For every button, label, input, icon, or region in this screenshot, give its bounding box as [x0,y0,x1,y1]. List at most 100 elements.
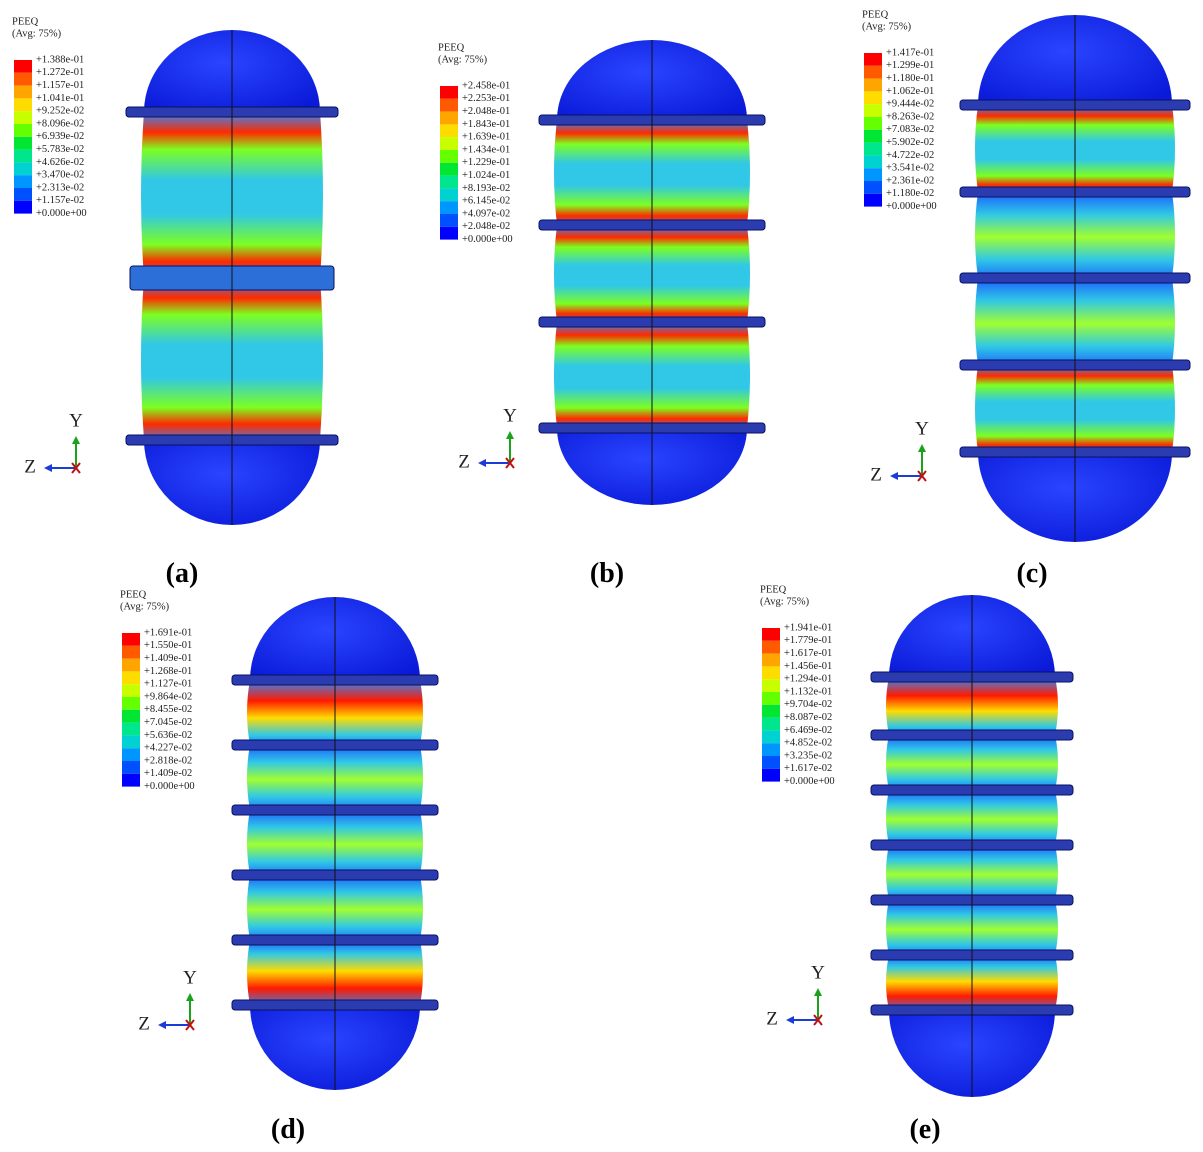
legend-level: +6.939e-02 [36,131,84,142]
legend-title: PEEQ [12,16,39,27]
legend-swatch [762,768,780,782]
arrow-head [786,1016,794,1024]
legend-level: +8.193e-02 [462,183,510,194]
legend-level: +5.902e-02 [886,137,934,148]
legend-title: PEEQ [862,9,889,20]
legend-level: +9.252e-02 [36,106,84,117]
legend-swatch [122,722,140,736]
legend-swatch [864,65,882,79]
panel: PEEQ(Avg: 75%) +1.388e-01 +1.272e-01 +1.157… [12,16,339,589]
caption: (a) [166,558,199,589]
legend-swatch [14,175,32,188]
legend-swatch [762,717,780,731]
legend-subtitle: (Avg: 75%) [760,596,810,607]
legend-swatch [762,756,780,769]
legend-swatch [14,200,32,214]
arrow-head [814,988,822,996]
legend-level: +2.253e-01 [462,93,510,104]
legend-swatch [440,214,458,227]
legend-title: PEEQ [438,42,465,53]
legend-swatch [14,85,32,99]
legend-swatch [864,91,882,105]
axis-origin [71,462,81,474]
legend-swatch [864,53,882,66]
legend-level: +8.263e-02 [886,111,934,122]
legend-level: +1.639e-01 [462,132,510,143]
legend-level: +1.180e-02 [886,188,934,199]
legend-level: +1.132e-01 [784,686,832,697]
arrow-head [44,464,52,472]
legend-subtitle: (Avg: 75%) [862,21,912,32]
legend-level: +1.456e-01 [784,661,832,672]
legend-title: PEEQ [760,584,787,595]
legend-level: +1.294e-01 [784,674,832,685]
caption: (c) [1016,558,1047,589]
legend-level: +9.864e-02 [144,691,192,702]
legend-swatch [440,175,458,189]
legend-level: +3.470e-02 [36,170,84,181]
legend-swatch [14,149,32,163]
legend-swatch [440,98,458,112]
legend-swatch [762,692,780,705]
panel: PEEQ(Avg: 75%) +1.417e-01 +1.299e-01 +1.180… [862,9,1191,589]
legend-level: +1.268e-01 [144,666,192,677]
legend-level: +1.779e-01 [784,635,832,646]
legend-level: +1.843e-01 [462,119,510,130]
caption: (e) [909,1114,940,1145]
legend-level: +2.048e-01 [462,106,510,117]
axis-label: Y [69,410,83,431]
legend-swatch [14,162,32,176]
legend-level: +1.617e-01 [784,648,832,659]
legend-swatch [14,124,32,137]
legend-swatch [122,671,140,685]
legend-level: +5.783e-02 [36,144,84,155]
legend-level: +1.041e-01 [36,93,84,104]
legend-swatch [440,162,458,176]
legend-subtitle: (Avg: 75%) [120,601,170,612]
legend-swatch [762,666,780,680]
axis-label: Y [503,405,517,426]
legend-subtitle: (Avg: 75%) [12,28,62,39]
legend-level: +1.691e-01 [144,627,192,638]
axis-origin [917,470,927,482]
legend-swatch [762,743,780,756]
legend-level: +1.157e-02 [36,195,84,206]
legend-swatch [440,150,458,163]
legend-swatch [864,117,882,130]
legend-level: +7.045e-02 [144,717,192,728]
axis-label: Y [915,418,929,439]
legend-swatch [122,709,140,723]
legend-level: +4.852e-02 [784,738,832,749]
legend-level: +4.626e-02 [36,157,84,168]
legend-level: +4.227e-02 [144,743,192,754]
legend-level: +1.388e-01 [36,54,84,65]
arrow-head [158,1021,166,1029]
legend-swatch [440,201,458,214]
legend-level: +3.235e-02 [784,750,832,761]
axis-label: Y [183,967,197,988]
legend-level: +1.180e-01 [886,73,934,84]
legend-level: +9.704e-02 [784,699,832,710]
legend-swatch [122,735,140,749]
axis-label: Z [766,1008,778,1029]
legend-level: +0.000e+00 [36,208,87,219]
legend-level: +1.617e-02 [784,763,832,774]
legend-swatch [864,78,882,92]
legend-level: +4.722e-02 [886,150,934,161]
legend-swatch [14,136,32,150]
legend-swatch [762,640,780,654]
legend-swatch [440,86,458,99]
axis-origin [505,457,515,469]
arrow-head [506,431,514,439]
legend-level: +8.096e-02 [36,118,84,129]
legend-level: +2.361e-02 [886,175,934,186]
legend-level: +1.024e-01 [462,170,510,181]
legend-level: +0.000e+00 [886,201,937,212]
legend-level: +8.087e-02 [784,712,832,723]
legend-level: +7.083e-02 [886,124,934,135]
legend-level: +1.434e-01 [462,144,510,155]
legend-level: +1.272e-01 [36,67,84,78]
legend-level: +1.409e-01 [144,653,192,664]
legend-level: +2.818e-02 [144,755,192,766]
